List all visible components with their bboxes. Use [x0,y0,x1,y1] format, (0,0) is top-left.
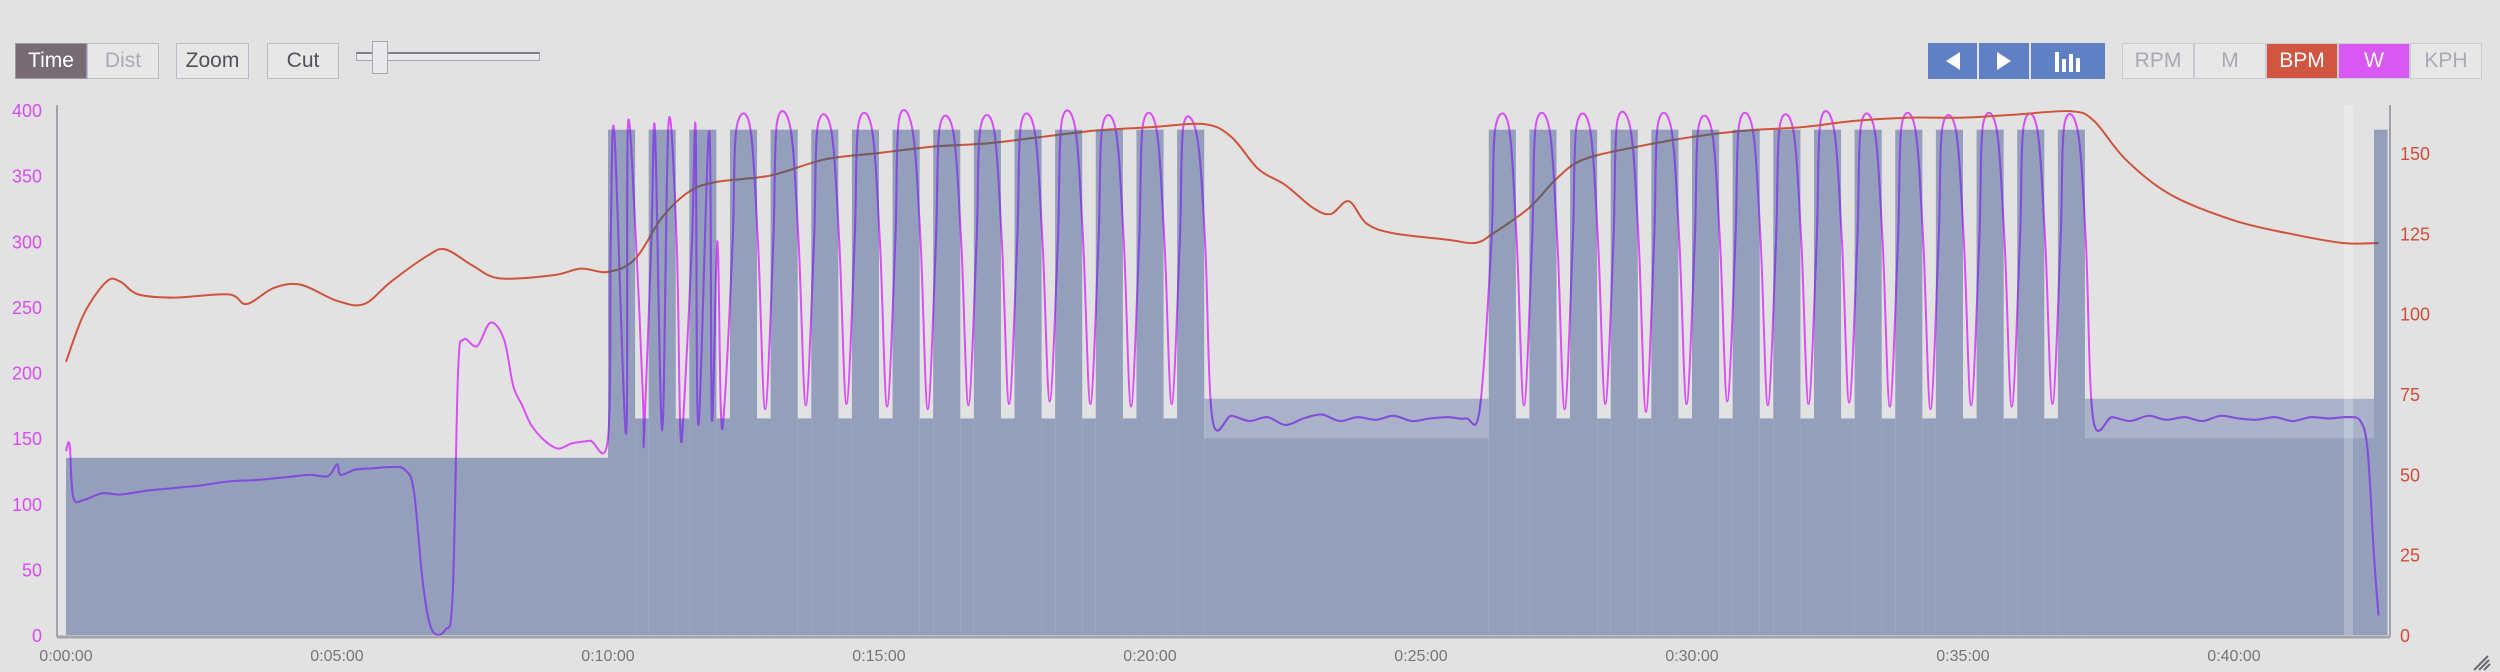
dist-mode-button[interactable]: Dist [87,43,159,79]
target-block [66,457,608,635]
target-interval-off [1678,418,1692,635]
time-axis-tick: 0:10:00 [581,648,634,665]
metric-m-button[interactable]: M [2194,43,2266,79]
target-interval-off [879,418,893,635]
power-line [65,108,2380,636]
target-interval-off [1082,418,1096,635]
target-interval-off [757,418,771,635]
bar-chart-icon [2055,52,2080,72]
time-axis-tick: 0:40:00 [2207,648,2260,665]
left-axis-tick: 200 [12,364,42,384]
left-axis-tick: 250 [12,298,42,318]
time-axis-tick: 0:20:00 [1123,648,1176,665]
target-range-band [1204,398,1489,439]
target-base [2084,438,2375,635]
right-axis-tick: 0 [2400,626,2410,646]
time-axis-tick: 0:35:00 [1936,648,1989,665]
next-button[interactable] [1979,43,2029,79]
target-interval-off [1759,418,1774,635]
left-axis-tick: 0 [32,626,42,646]
right-axis-tick: 50 [2400,465,2420,485]
target-interval-off [2044,418,2058,635]
target-interval-off [1841,418,1855,635]
zoom-slider-track[interactable] [356,52,540,61]
target-interval-on [1610,129,1638,635]
right-axis-tick: 25 [2400,546,2420,566]
time-axis-tick: 0:05:00 [310,648,363,665]
previous-button[interactable] [1928,43,1977,79]
target-interval-off [1515,418,1530,635]
target-interval-on [892,129,920,635]
target-interval-off [919,418,934,635]
target-interval-on [648,129,676,635]
target-interval-off [1881,418,1896,635]
target-interval-off [960,418,974,635]
right-axis-tick: 100 [2400,305,2430,325]
target-interval-off [716,418,730,635]
hover-cursor-strip [2344,105,2353,636]
time-axis-tick: 0:30:00 [1665,648,1718,665]
left-axis-tick: 350 [12,167,42,187]
left-axis-tick: 400 [12,101,42,121]
target-interval-off [1163,418,1178,635]
left-axis-tick: 300 [12,232,42,252]
triangle-left-icon [1945,52,1960,70]
zoom-button[interactable]: Zoom [176,43,249,79]
right-axis-tick: 75 [2400,385,2420,405]
target-interval-off [1597,418,1611,635]
target-interval-off [1719,418,1733,635]
target-interval-off [1637,418,1652,635]
target-blocks [66,129,2388,635]
target-interval-off [1122,418,1137,635]
target-interval-off [797,418,812,635]
target-interval-off [1922,418,1936,635]
target-interval-on [608,129,636,635]
zoom-slider-thumb[interactable] [372,41,388,74]
time-axis-tick: 0:15:00 [852,648,905,665]
target-interval-on [1651,129,1679,635]
target-interval-off [635,418,649,635]
target-interval-off [1800,418,1814,635]
target-interval-on [1813,129,1842,635]
target-base [1204,438,1489,635]
resize-grip-icon[interactable] [2473,655,2491,671]
target-interval-off [2003,418,2018,635]
target-interval-off [1000,418,1015,635]
target-interval-off [1963,418,1977,635]
time-axis-tick: 0:25:00 [1394,648,1447,665]
target-interval-off [1041,418,1056,635]
target-interval-off [1556,418,1571,635]
metric-rpm-button[interactable]: RPM [2122,43,2194,79]
bar-chart-button[interactable] [2031,43,2105,79]
metric-kph-button[interactable]: KPH [2410,43,2482,79]
cut-button[interactable]: Cut [267,43,339,79]
metric-w-button[interactable]: W [2338,43,2410,79]
left-axis-tick: 100 [12,495,42,515]
heart-rate-line [65,110,2379,363]
target-interval-off [838,418,852,635]
triangle-right-icon [1997,52,2011,70]
time-mode-button[interactable]: Time [15,43,87,79]
metric-bpm-button[interactable]: BPM [2266,43,2338,79]
right-axis-tick: 125 [2400,224,2430,244]
left-axis-tick: 150 [12,429,42,449]
target-block [2374,129,2388,635]
right-axis-tick: 150 [2400,144,2430,164]
target-interval-off [675,418,690,635]
target-interval-on [770,129,798,635]
time-axis-tick: 0:00:00 [39,648,92,665]
left-axis-tick: 50 [22,560,42,580]
